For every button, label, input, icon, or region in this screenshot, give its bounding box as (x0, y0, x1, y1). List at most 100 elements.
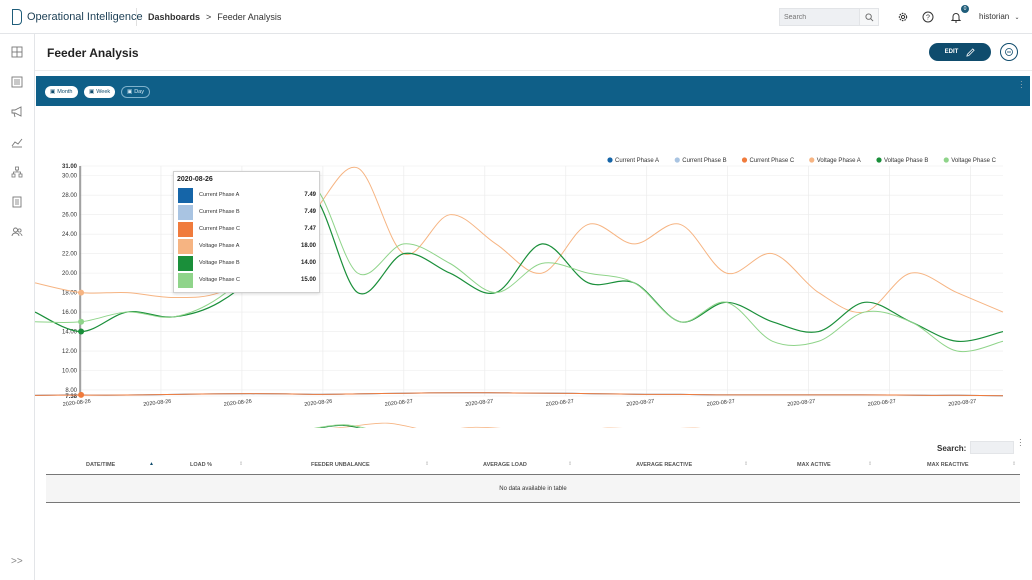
sidebar-item-list[interactable] (10, 75, 24, 89)
y-tick-label: 30.00 (62, 174, 78, 180)
tooltip-series-name: Current Phase A (199, 192, 240, 198)
breadcrumb-current: Feeder Analysis (217, 12, 282, 22)
search-icon (864, 12, 873, 21)
tooltip-swatch (178, 238, 193, 254)
tooltip-series-value: 15.00 (300, 277, 316, 283)
sidebar-item-reports[interactable] (10, 195, 24, 209)
sidebar-item-announcements[interactable] (10, 105, 24, 119)
x-tick-label: 2020-08-26 (143, 399, 172, 408)
tooltip-row: Current Phase B 7.49 (178, 204, 316, 220)
gear-icon (898, 12, 908, 22)
legend-marker (741, 157, 748, 163)
breadcrumb-root[interactable]: Dashboards (148, 12, 201, 22)
app-logo[interactable]: Operational Intelligence (12, 9, 143, 25)
sort-icon[interactable]: ⇕ (1012, 461, 1017, 467)
table-header: DATE/TIME ▲ LOAD % ⇕ FEEDER UNBALANCE ⇕ … (46, 458, 1020, 475)
sort-icon[interactable]: ⇕ (744, 461, 749, 467)
hover-marker (78, 328, 85, 335)
sidebar-expand-button[interactable]: >> (11, 556, 23, 567)
sidebar-item-trends[interactable] (10, 135, 24, 149)
sort-icon[interactable]: ⇕ (239, 461, 244, 467)
tooltip-series-name: Voltage Phase B (199, 260, 240, 266)
tooltip-series-value: 18.00 (300, 243, 316, 249)
column-header-load[interactable]: LOAD % (190, 462, 212, 468)
tooltip-swatch (178, 204, 193, 220)
edit-button[interactable]: EDIT (929, 43, 991, 61)
column-header-max-reactive[interactable]: MAX REACTIVE (927, 462, 969, 468)
divider (35, 70, 1032, 71)
column-header-average-load[interactable]: AVERAGE LOAD (483, 462, 527, 468)
sort-icon[interactable]: ⇕ (868, 461, 873, 467)
sidebar-item-users[interactable] (10, 225, 24, 239)
main-content: Feeder Analysis EDIT ▣ Month ▣ Week ▣ Da… (35, 34, 1032, 580)
divider (136, 8, 137, 26)
data-table-section: · · · Search: DATE/TIME ▲ LOAD % ⇕ FEEDER … (35, 428, 1032, 580)
hover-marker (78, 289, 85, 296)
sidebar-item-dashboards[interactable] (10, 45, 24, 59)
users-icon (11, 227, 23, 237)
y-tick-label: 12.00 (62, 349, 78, 355)
dashboard-icon (11, 46, 23, 58)
edit-label: EDIT (944, 49, 959, 55)
hover-marker (78, 318, 85, 325)
search-button[interactable] (860, 8, 879, 26)
y-tick-label: 26.00 (62, 213, 78, 219)
app-name: Operational Intelligence (27, 11, 143, 23)
tooltip-series-name: Voltage Phase C (199, 277, 240, 283)
tooltip-row: Current Phase C 7.47 (178, 221, 316, 237)
legend-marker (876, 157, 882, 163)
notifications-button[interactable] (949, 10, 963, 24)
sort-icon[interactable]: ⇕ (425, 461, 430, 467)
x-tick-label: 2020-08-27 (626, 399, 655, 408)
search-input[interactable] (779, 8, 860, 26)
legend-marker (607, 157, 613, 163)
series-line-current-phase-c (35, 392, 1004, 397)
column-header-max-active[interactable]: MAX ACTIVE (797, 462, 831, 468)
tooltip-row: Voltage Phase B 14.00 (178, 255, 316, 271)
legend-item: Current Phase B (682, 158, 726, 164)
sort-asc-icon[interactable]: ▲ (149, 461, 154, 467)
chevron-down-icon: ⌄ (1014, 15, 1020, 21)
y-tick-label: 8.00 (65, 388, 77, 394)
tooltip-swatch (178, 272, 193, 288)
column-header-average-reactive[interactable]: AVERAGE REACTIVE (636, 462, 693, 468)
y-tick-label: 7.38 (65, 394, 77, 400)
range-button-week[interactable]: ▣ Week (84, 86, 116, 98)
legend-item: Current Phase C (750, 158, 795, 164)
widget-header: ▣ Month ▣ Week ▣ Day · · · (36, 76, 1030, 106)
x-tick-label: 2020-08-27 (787, 399, 816, 408)
y-tick-label: 10.00 (62, 368, 78, 374)
calendar-icon: ▣ (50, 89, 56, 95)
range-button-day[interactable]: ▣ Day (121, 86, 150, 98)
user-menu[interactable]: historian ⌄ (979, 12, 1020, 21)
logo-mark-icon (12, 9, 22, 25)
help-button[interactable]: ? (921, 10, 935, 24)
tooltip-row: Voltage Phase A 18.00 (178, 238, 316, 254)
range-label: Month (57, 89, 73, 95)
x-tick-label: 2020-08-27 (546, 399, 575, 408)
page-title: Feeder Analysis (47, 46, 139, 60)
table-menu-kebab-icon[interactable]: · · · (1019, 435, 1022, 450)
y-tick-label: 22.00 (62, 252, 78, 258)
legend-item: Voltage Phase A (817, 158, 861, 164)
column-header-feeder-unbalance[interactable]: FEEDER UNBALANCE (311, 462, 370, 468)
tooltip-swatch (178, 221, 193, 237)
hierarchy-icon (11, 166, 23, 178)
sidebar-item-hierarchy[interactable] (10, 165, 24, 179)
x-tick-label: 2020-08-26 (304, 399, 333, 408)
range-button-month[interactable]: ▣ Month (45, 86, 78, 98)
x-tick-label: 2020-08-27 (385, 399, 414, 408)
y-tick-label: 14.00 (62, 330, 78, 336)
y-tick-label: 28.00 (62, 193, 78, 199)
more-options-button[interactable] (1000, 43, 1018, 61)
empty-message: No data available in table (499, 485, 567, 492)
table-search-input[interactable] (970, 441, 1014, 454)
x-tick-label: 2020-08-26 (63, 399, 92, 408)
widget-menu-kebab-icon[interactable]: · · · (1020, 77, 1023, 92)
settings-button[interactable] (896, 10, 910, 24)
legend-item: Voltage Phase C (951, 158, 996, 164)
column-header-datetime[interactable]: DATE/TIME (86, 462, 116, 468)
x-tick-label: 2020-08-27 (868, 399, 897, 408)
global-search (779, 8, 879, 26)
sort-icon[interactable]: ⇕ (568, 461, 573, 467)
